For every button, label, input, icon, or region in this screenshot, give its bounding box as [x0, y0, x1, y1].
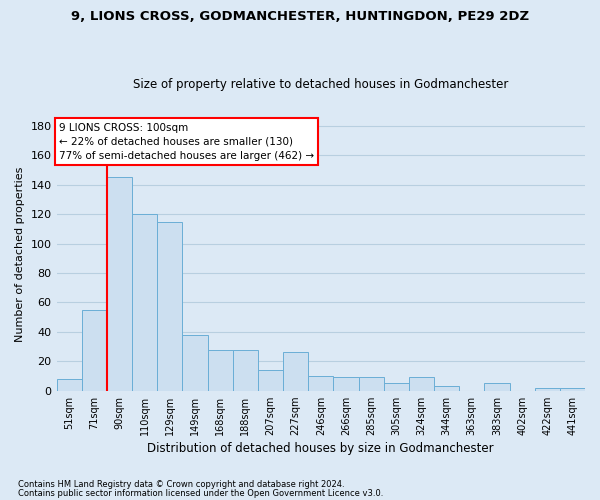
Text: Contains HM Land Registry data © Crown copyright and database right 2024.: Contains HM Land Registry data © Crown c… [18, 480, 344, 489]
Bar [258, 370, 283, 390]
Text: 9 LIONS CROSS: 100sqm
← 22% of detached houses are smaller (130)
77% of semi-det: 9 LIONS CROSS: 100sqm ← 22% of detached … [59, 122, 314, 160]
Bar [359, 378, 383, 390]
Bar [560, 388, 585, 390]
Bar [208, 350, 233, 391]
Bar [182, 335, 208, 390]
Bar [56, 379, 82, 390]
X-axis label: Distribution of detached houses by size in Godmanchester: Distribution of detached houses by size … [148, 442, 494, 455]
Bar [233, 350, 258, 391]
Bar [132, 214, 157, 390]
Text: 9, LIONS CROSS, GODMANCHESTER, HUNTINGDON, PE29 2DZ: 9, LIONS CROSS, GODMANCHESTER, HUNTINGDO… [71, 10, 529, 23]
Bar [107, 178, 132, 390]
Bar [308, 376, 334, 390]
Bar [383, 384, 409, 390]
Bar [157, 222, 182, 390]
Bar [334, 378, 359, 390]
Bar [283, 352, 308, 391]
Y-axis label: Number of detached properties: Number of detached properties [15, 167, 25, 342]
Bar [535, 388, 560, 390]
Bar [82, 310, 107, 390]
Bar [434, 386, 459, 390]
Bar [484, 384, 509, 390]
Text: Contains public sector information licensed under the Open Government Licence v3: Contains public sector information licen… [18, 488, 383, 498]
Bar [409, 378, 434, 390]
Title: Size of property relative to detached houses in Godmanchester: Size of property relative to detached ho… [133, 78, 508, 91]
